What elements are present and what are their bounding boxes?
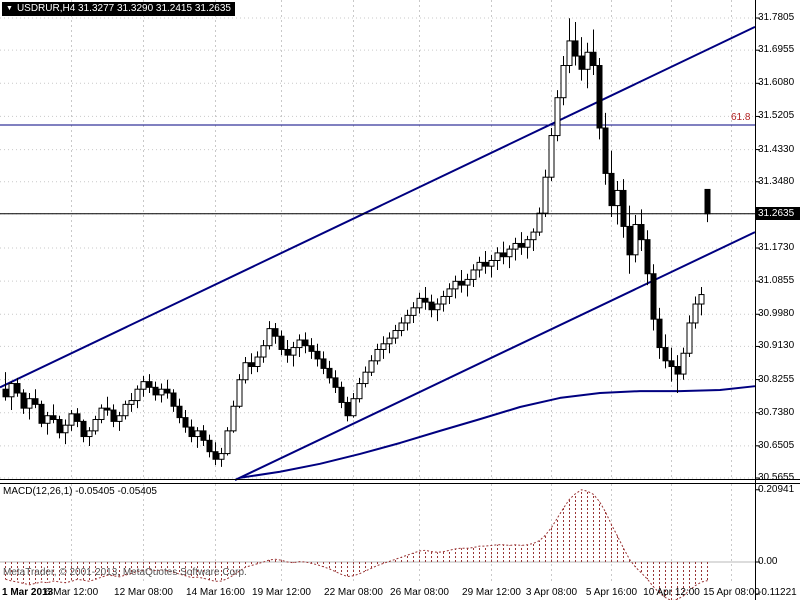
chart-title-bar[interactable]: ▼ USDRUR,H4 31.3277 31.3290 31.2415 31.2… <box>2 2 235 16</box>
channel-lower-trendline[interactable] <box>234 231 756 481</box>
macd-indicator-label: MACD(12,26,1) -0.05405 -0.05405 <box>3 486 157 497</box>
current-price-tag: 31.2635 <box>756 207 800 220</box>
candlestick-series[interactable] <box>2 18 711 467</box>
channel-upper-trendline[interactable] <box>0 25 756 389</box>
macd-histogram <box>5 489 708 600</box>
moving-average-line[interactable] <box>239 385 756 479</box>
fib-618-label: 61.8 <box>731 112 751 123</box>
macd-signal-line <box>5 489 708 600</box>
symbol-dropdown-icon[interactable]: ▼ <box>6 5 13 12</box>
copyright-text: MetaTrader, © 2001-2013, MetaQuotes Soft… <box>3 567 247 578</box>
chart-title: USDRUR,H4 31.3277 31.3290 31.2415 31.263… <box>16 3 231 14</box>
